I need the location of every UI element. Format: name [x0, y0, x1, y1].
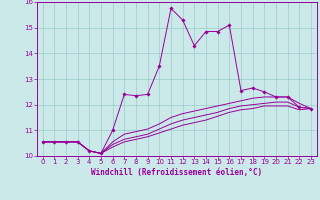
X-axis label: Windchill (Refroidissement éolien,°C): Windchill (Refroidissement éolien,°C): [91, 168, 262, 177]
